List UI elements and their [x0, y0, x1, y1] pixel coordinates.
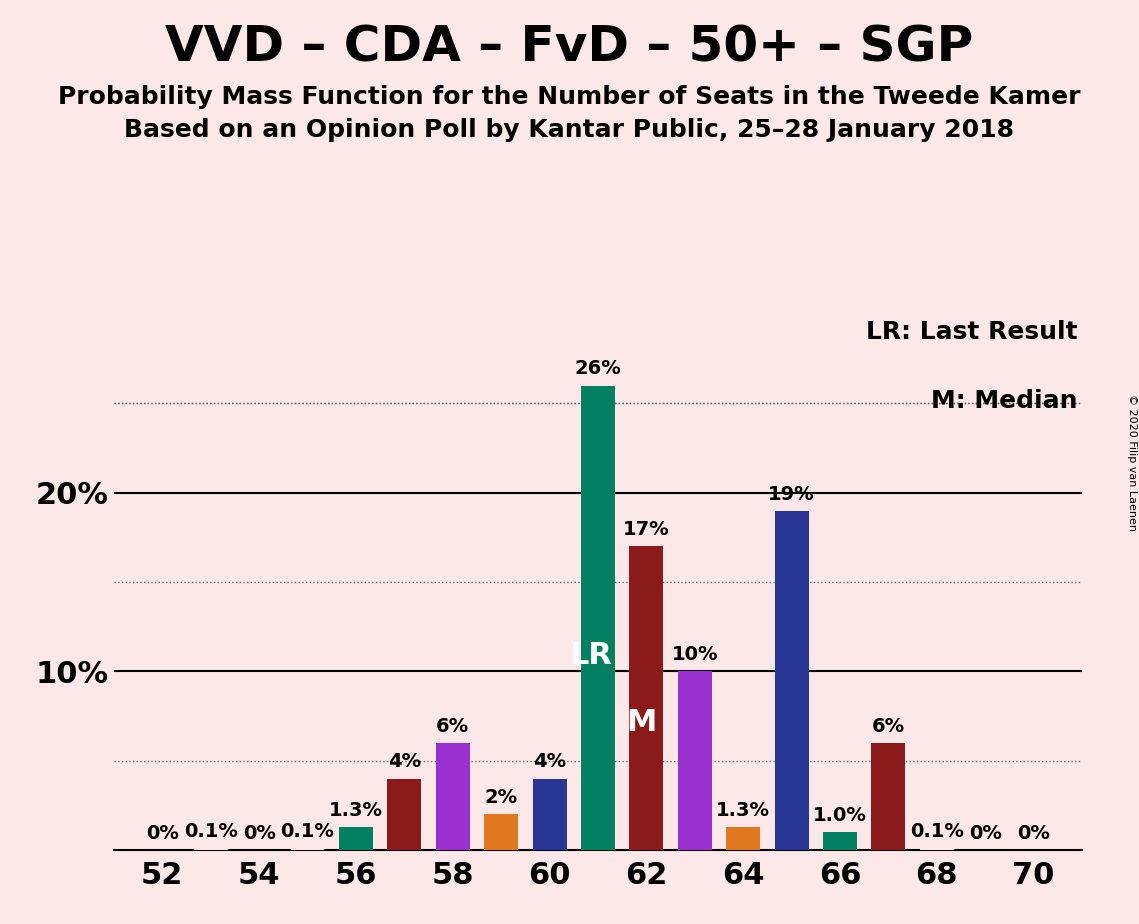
- Text: 0%: 0%: [1017, 824, 1050, 843]
- Bar: [775, 511, 809, 850]
- Bar: [581, 385, 615, 850]
- Bar: [387, 779, 421, 850]
- Bar: [630, 546, 663, 850]
- Text: 0.1%: 0.1%: [280, 822, 335, 841]
- Text: 2%: 2%: [484, 788, 518, 808]
- Bar: [290, 848, 325, 850]
- Text: 4%: 4%: [533, 752, 566, 772]
- Bar: [194, 848, 228, 850]
- Bar: [727, 827, 760, 850]
- Text: 6%: 6%: [436, 717, 469, 736]
- Text: M: Median: M: Median: [931, 389, 1077, 413]
- Text: Probability Mass Function for the Number of Seats in the Tweede Kamer: Probability Mass Function for the Number…: [58, 85, 1081, 109]
- Text: 0%: 0%: [146, 824, 179, 843]
- Text: 19%: 19%: [769, 484, 814, 504]
- Text: M: M: [626, 708, 657, 737]
- Text: 1.0%: 1.0%: [813, 806, 867, 825]
- Text: 0%: 0%: [969, 824, 1001, 843]
- Bar: [823, 833, 857, 850]
- Bar: [920, 848, 953, 850]
- Text: 17%: 17%: [623, 520, 670, 540]
- Bar: [436, 743, 469, 850]
- Text: 1.3%: 1.3%: [716, 801, 770, 820]
- Text: 4%: 4%: [387, 752, 421, 772]
- Text: © 2020 Filip van Laenen: © 2020 Filip van Laenen: [1126, 394, 1137, 530]
- Text: 1.3%: 1.3%: [329, 801, 383, 820]
- Bar: [484, 814, 518, 850]
- Text: 10%: 10%: [672, 645, 718, 664]
- Text: VVD – CDA – FvD – 50+ – SGP: VVD – CDA – FvD – 50+ – SGP: [165, 23, 974, 71]
- Text: 26%: 26%: [574, 359, 622, 379]
- Text: LR: LR: [570, 640, 612, 670]
- Text: Based on an Opinion Poll by Kantar Public, 25–28 January 2018: Based on an Opinion Poll by Kantar Publi…: [124, 118, 1015, 142]
- Text: 0.1%: 0.1%: [183, 822, 238, 841]
- Bar: [533, 779, 566, 850]
- Text: LR: Last Result: LR: Last Result: [866, 320, 1077, 344]
- Bar: [871, 743, 906, 850]
- Text: 6%: 6%: [871, 717, 906, 736]
- Text: 0%: 0%: [243, 824, 276, 843]
- Text: 0.1%: 0.1%: [910, 822, 964, 841]
- Bar: [678, 672, 712, 850]
- Bar: [339, 827, 372, 850]
